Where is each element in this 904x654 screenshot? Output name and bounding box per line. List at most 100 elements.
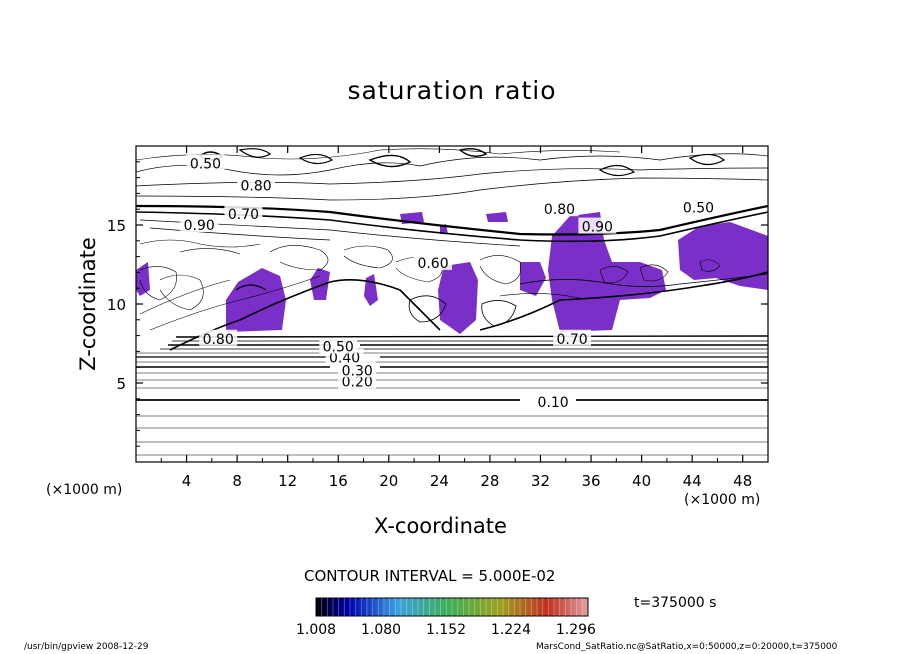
contour-line (139, 239, 261, 248)
contour-value-label: 0.80 (544, 202, 575, 218)
contour-line (519, 273, 768, 287)
contour-value-label: 0.80 (203, 332, 234, 348)
x-tick-label: 24 (430, 472, 449, 490)
contour-line (169, 271, 768, 351)
contour-label-background (224, 204, 263, 221)
contour-line (479, 255, 521, 285)
colorbar-tick-label: 1.296 (555, 622, 596, 638)
contour-value-label: 0.50 (683, 201, 714, 217)
contour-line (238, 148, 272, 158)
contour-label-background (319, 337, 358, 354)
contour-label-background (180, 216, 219, 232)
contour-value-label: 0.50 (323, 340, 354, 356)
x-tick-label: 20 (379, 472, 398, 490)
contour-line (499, 293, 581, 299)
contour-line (149, 227, 331, 241)
contour-line (481, 300, 517, 327)
contour-line (699, 259, 721, 272)
supersaturation-region (520, 262, 546, 296)
z-tick-label: 10 (107, 296, 126, 314)
supersaturation-region (226, 268, 286, 332)
contour-value-label: 0.90 (582, 220, 613, 236)
supersaturation-region (678, 222, 768, 290)
contour-label-background (540, 200, 579, 217)
contour-value-label: 0.30 (342, 363, 373, 379)
contour-line (343, 245, 393, 269)
contour-interval-label: CONTOUR INTERVAL = 5.000E-02 (304, 567, 556, 585)
contour-line (136, 167, 768, 187)
x-unit-label: (×1000 m) (684, 492, 761, 508)
x-tick-label: 16 (329, 472, 348, 490)
z-tick-label: 5 (116, 375, 126, 393)
contour-line (149, 275, 321, 331)
colorbar-tick-label: 1.152 (425, 622, 467, 638)
supersaturation-region (486, 212, 508, 222)
contour-line (235, 284, 267, 291)
contour-label-background (534, 392, 573, 409)
contour-line (408, 295, 447, 323)
contour-line (599, 266, 629, 284)
contour-label-background (186, 154, 225, 171)
footer-left: /usr/bin/gpview 2008-12-29 (24, 642, 149, 652)
chart-title: saturation ratio (347, 76, 557, 105)
contour-line (598, 164, 636, 177)
colorbar-tick-label: 1.008 (296, 622, 337, 638)
x-tick-label: 48 (733, 472, 752, 490)
contour-value-label: 0.20 (342, 374, 373, 390)
supersaturation-region (438, 262, 478, 334)
contour-line (179, 248, 241, 255)
contour-line (269, 245, 329, 271)
contour-label-background (414, 253, 453, 270)
colorbar-tick-label: 1.080 (360, 622, 402, 638)
contour-value-label: 0.70 (556, 332, 587, 348)
contour-line (136, 153, 768, 176)
x-axis-ticks: 4 8 12 16 20 24 28 32 36 40 44 48 (160, 146, 769, 490)
contour-label-background (237, 176, 276, 193)
contour-value-label: 0.60 (417, 256, 448, 272)
z-tick-label: 15 (107, 217, 126, 235)
time-label: t=375000 s (634, 595, 717, 611)
contour-line (159, 274, 204, 311)
x-tick-label: 32 (531, 472, 550, 490)
colorbar-tick-label: 1.224 (490, 622, 531, 638)
x-tick-label: 40 (632, 472, 651, 490)
contour-value-label: 0.80 (240, 179, 271, 195)
contour-value-label: 0.70 (228, 207, 259, 223)
x-tick-label: 44 (683, 472, 702, 490)
contour-value-label: 0.50 (190, 156, 221, 172)
z-axis-label: Z-coordinate (76, 237, 100, 371)
contour-line (639, 264, 669, 282)
contour-value-label: 0.90 (184, 218, 215, 234)
colorbar-stripes (321, 598, 583, 616)
contour-label-background (578, 217, 617, 234)
footer-right: MarsCond_SatRatio.nc@SatRatio,x=0:50000,… (536, 642, 838, 652)
x-tick-label: 8 (232, 472, 242, 490)
contour-line (136, 204, 768, 236)
z-axis-ticks: 5 10 15 (107, 161, 768, 447)
contour-value-label: 0.40 (329, 351, 360, 367)
x-tick-label: 12 (278, 472, 297, 490)
contour-line (136, 211, 768, 243)
contour-line (368, 154, 412, 168)
supersaturation-region (136, 262, 150, 296)
x-tick-label: 4 (182, 472, 192, 490)
contour-label-background (338, 361, 377, 378)
contour-line (139, 279, 231, 315)
supersaturation-region (364, 274, 378, 306)
contour-line (136, 177, 768, 201)
contour-label-background (199, 329, 238, 346)
contour-line (458, 147, 488, 157)
contour-label-background (553, 329, 592, 346)
z-unit-label: (×1000 m) (46, 482, 123, 498)
x-axis-label: X-coordinate (374, 514, 507, 538)
colorbar-tick-labels: 1.008 1.080 1.152 1.224 1.296 (296, 622, 596, 638)
contour-line (298, 153, 334, 165)
contour-line (139, 266, 177, 301)
contour-line (175, 335, 768, 338)
colorbar (315, 597, 589, 617)
supersaturation-fill-layer (136, 212, 768, 334)
x-tick-label: 28 (480, 472, 499, 490)
contour-line (688, 153, 726, 166)
x-tick-label: 36 (581, 472, 600, 490)
